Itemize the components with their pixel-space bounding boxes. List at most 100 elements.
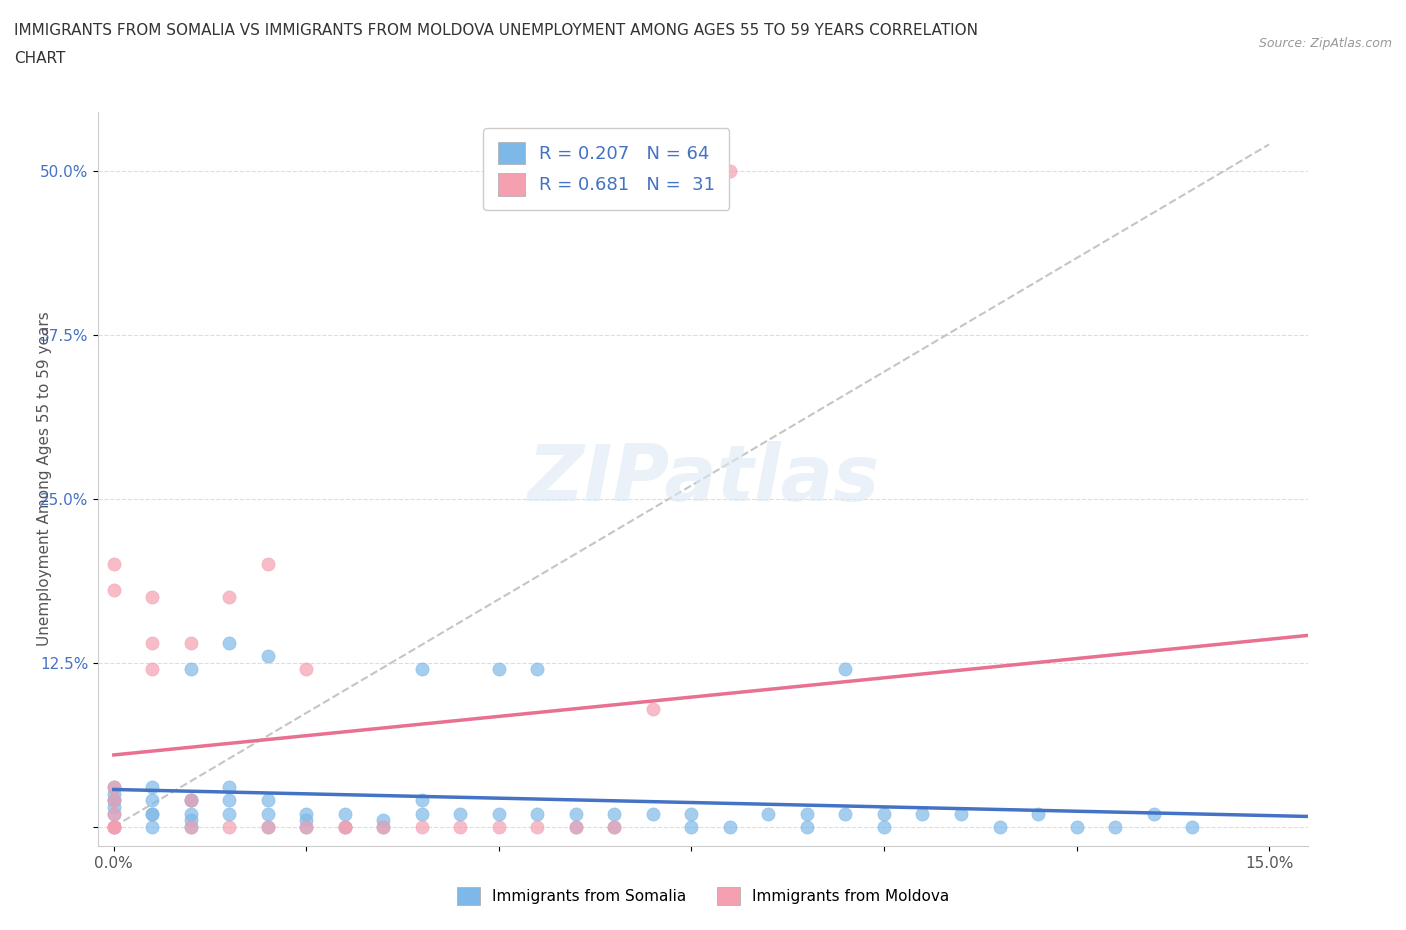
Text: ZIPatlas: ZIPatlas [527, 441, 879, 517]
Point [103, 780, 125, 795]
Point [295, 819, 318, 834]
Point [257, 819, 280, 834]
Point [333, 819, 356, 834]
Point [180, 813, 202, 828]
Point [141, 806, 163, 821]
Point [141, 590, 163, 604]
Point [718, 819, 741, 834]
Point [180, 793, 202, 808]
Point [565, 806, 588, 821]
Point [873, 806, 896, 821]
Text: CHART: CHART [14, 51, 66, 66]
Point [103, 806, 125, 821]
Point [103, 800, 125, 815]
Text: Unemployment Among Ages 55 to 59 years: Unemployment Among Ages 55 to 59 years [37, 312, 52, 646]
Point [141, 819, 163, 834]
Point [681, 806, 703, 821]
Point [373, 813, 395, 828]
Point [218, 806, 240, 821]
Point [141, 662, 163, 677]
Point [141, 635, 163, 650]
Point [180, 793, 202, 808]
Point [526, 662, 548, 677]
Point [641, 701, 664, 716]
Legend: R = 0.207   N = 64, R = 0.681   N =  31: R = 0.207 N = 64, R = 0.681 N = 31 [484, 128, 730, 210]
Point [103, 557, 125, 572]
Point [565, 819, 588, 834]
Point [950, 806, 973, 821]
Point [103, 819, 125, 834]
Point [411, 793, 433, 808]
Legend: Immigrants from Somalia, Immigrants from Moldova: Immigrants from Somalia, Immigrants from… [449, 879, 957, 913]
Point [141, 806, 163, 821]
Point [834, 662, 856, 677]
Point [103, 793, 125, 808]
Point [796, 806, 818, 821]
Point [526, 806, 548, 821]
Point [1181, 819, 1204, 834]
Point [411, 662, 433, 677]
Point [373, 819, 395, 834]
Point [180, 806, 202, 821]
Point [911, 806, 934, 821]
Point [141, 793, 163, 808]
Point [295, 806, 318, 821]
Point [565, 819, 588, 834]
Point [796, 819, 818, 834]
Point [257, 557, 280, 572]
Point [218, 819, 240, 834]
Point [103, 819, 125, 834]
Point [1066, 819, 1088, 834]
Point [180, 819, 202, 834]
Point [488, 662, 510, 677]
Point [449, 806, 471, 821]
Point [603, 806, 626, 821]
Point [1104, 819, 1126, 834]
Point [603, 819, 626, 834]
Point [218, 635, 240, 650]
Point [681, 819, 703, 834]
Point [141, 780, 163, 795]
Point [333, 806, 356, 821]
Point [103, 787, 125, 802]
Point [103, 806, 125, 821]
Point [180, 793, 202, 808]
Point [103, 819, 125, 834]
Point [488, 819, 510, 834]
Point [488, 806, 510, 821]
Point [988, 819, 1011, 834]
Text: Source: ZipAtlas.com: Source: ZipAtlas.com [1258, 37, 1392, 50]
Point [257, 793, 280, 808]
Point [718, 163, 741, 178]
Point [218, 793, 240, 808]
Point [411, 819, 433, 834]
Point [180, 635, 202, 650]
Point [218, 780, 240, 795]
Point [295, 662, 318, 677]
Point [103, 793, 125, 808]
Point [103, 780, 125, 795]
Point [603, 819, 626, 834]
Point [218, 590, 240, 604]
Point [1026, 806, 1049, 821]
Point [411, 806, 433, 821]
Point [526, 819, 548, 834]
Point [834, 806, 856, 821]
Point [873, 819, 896, 834]
Point [257, 819, 280, 834]
Point [449, 819, 471, 834]
Point [295, 813, 318, 828]
Point [257, 648, 280, 663]
Point [295, 819, 318, 834]
Point [103, 583, 125, 598]
Point [257, 806, 280, 821]
Point [103, 793, 125, 808]
Point [103, 819, 125, 834]
Point [333, 819, 356, 834]
Text: IMMIGRANTS FROM SOMALIA VS IMMIGRANTS FROM MOLDOVA UNEMPLOYMENT AMONG AGES 55 TO: IMMIGRANTS FROM SOMALIA VS IMMIGRANTS FR… [14, 23, 979, 38]
Point [641, 806, 664, 821]
Point [373, 819, 395, 834]
Point [180, 819, 202, 834]
Point [758, 806, 780, 821]
Point [180, 662, 202, 677]
